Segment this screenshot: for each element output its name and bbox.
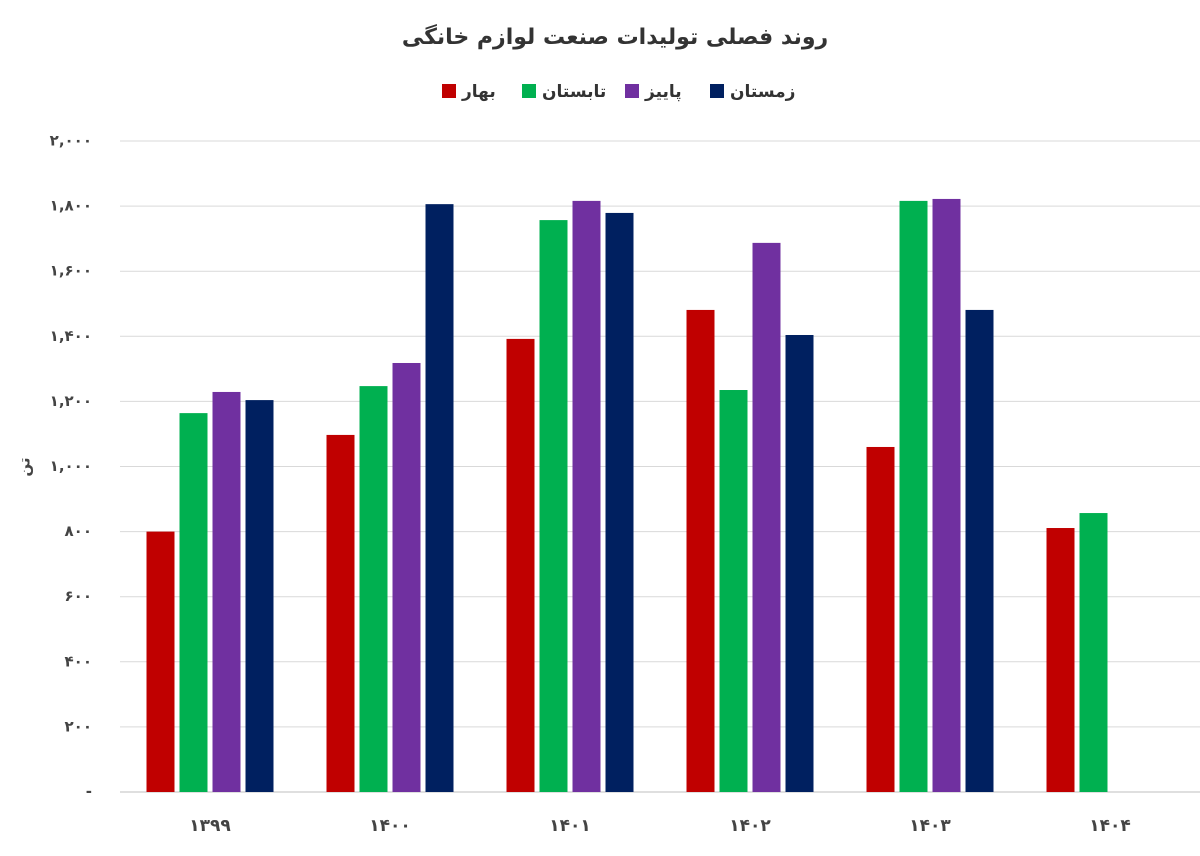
y-tick-label: ۲۰۰ [65, 717, 92, 735]
x-tick-label: ۱۴۰۳ [909, 816, 951, 836]
legend-swatch [710, 84, 724, 98]
legend-swatch [442, 84, 456, 98]
bar [146, 531, 175, 792]
bar [785, 334, 814, 792]
bar [866, 446, 895, 792]
x-tick-label: ۱۴۰۴ [1089, 816, 1131, 836]
bar [572, 200, 601, 793]
bar [359, 386, 388, 792]
bar [686, 309, 715, 792]
bar [392, 362, 421, 792]
y-axis-label: تن [16, 457, 34, 476]
bar [326, 434, 355, 792]
bar [899, 200, 928, 793]
y-tick-label: ۱,۶۰۰ [50, 262, 92, 280]
bar [1046, 528, 1075, 792]
legend-label: زمستان [730, 82, 795, 102]
bar [965, 309, 994, 792]
y-tick-label: ۱,۰۰۰ [50, 457, 92, 475]
y-tick-label: - [86, 783, 92, 801]
bar [605, 212, 634, 793]
y-tick-label: ۱,۲۰۰ [50, 392, 92, 410]
bar [539, 220, 568, 792]
bar [932, 198, 961, 793]
y-tick-label: ۶۰۰ [65, 587, 92, 605]
bar [1079, 513, 1108, 792]
chart-title: روند فصلی تولیدات صنعت لوازم خانگی [402, 23, 828, 50]
legend-swatch [522, 84, 536, 98]
bar [506, 338, 535, 792]
legend-label: بهار [461, 82, 496, 102]
bar [719, 390, 748, 792]
x-tick-label: ۱۴۰۲ [729, 816, 771, 836]
x-tick-label: ۱۴۰۱ [549, 816, 591, 836]
bar [245, 400, 274, 792]
bar [212, 391, 241, 792]
bar [752, 242, 781, 793]
x-tick-label: ۱۴۰۰ [369, 816, 411, 836]
bar [179, 413, 208, 792]
y-tick-label: ۲,۰۰۰ [50, 132, 92, 150]
legend-label: پاییز [644, 82, 682, 102]
y-tick-label: ۴۰۰ [65, 652, 92, 670]
legend-swatch [625, 84, 639, 98]
bar [425, 204, 454, 793]
y-tick-label: ۸۰۰ [65, 522, 92, 540]
y-tick-label: ۱,۴۰۰ [50, 327, 92, 345]
y-tick-label: ۱,۸۰۰ [50, 197, 92, 215]
legend-label: تابستان [542, 82, 606, 102]
x-tick-label: ۱۳۹۹ [189, 816, 231, 836]
